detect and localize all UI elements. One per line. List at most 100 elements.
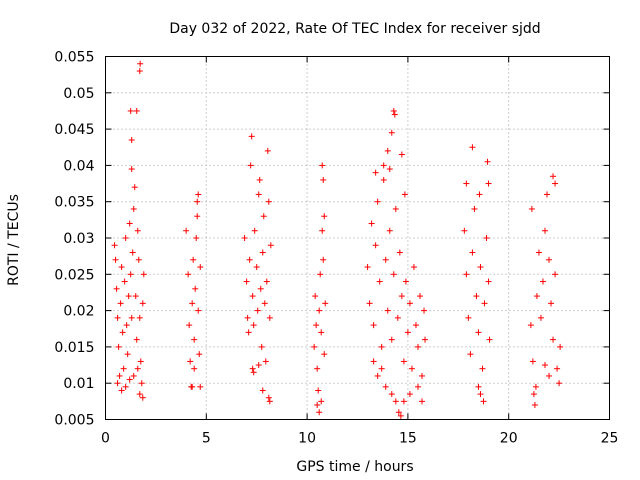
data-point: [475, 383, 482, 390]
x-tick-label: 20: [500, 431, 518, 447]
data-point: [320, 176, 327, 183]
x-tick-label: 0: [101, 431, 110, 447]
data-point: [195, 307, 202, 314]
data-point: [196, 351, 203, 358]
data-point: [374, 198, 381, 205]
data-point: [262, 358, 269, 365]
data-point: [548, 300, 555, 307]
y-tick-label: 0.045: [54, 122, 94, 138]
data-point: [414, 343, 421, 350]
data-point: [118, 264, 125, 271]
data-point: [249, 293, 256, 300]
data-point: [244, 314, 251, 321]
data-point: [263, 278, 270, 285]
data-point: [249, 365, 256, 372]
data-point: [134, 365, 141, 372]
data-point: [537, 314, 544, 321]
y-tick-label: 0.025: [54, 267, 94, 283]
data-point: [247, 162, 254, 169]
data-point: [261, 300, 268, 307]
data-point: [372, 242, 379, 249]
data-point: [384, 147, 391, 154]
data-point: [556, 380, 563, 387]
data-point: [392, 398, 399, 405]
data-point: [137, 358, 144, 365]
data-point: [183, 227, 190, 234]
data-point: [265, 198, 272, 205]
y-tick-label: 0.015: [54, 340, 94, 356]
data-point: [364, 264, 371, 271]
data-point: [128, 314, 135, 321]
data-point: [119, 329, 126, 336]
data-point: [539, 278, 546, 285]
data-point: [388, 129, 395, 136]
data-point: [136, 68, 143, 75]
data-point: [113, 285, 120, 292]
y-tick-label: 0.01: [63, 376, 94, 392]
data-point: [194, 213, 201, 220]
data-point: [552, 271, 559, 278]
data-point: [133, 107, 140, 114]
data-point: [314, 401, 321, 408]
data-point: [477, 391, 484, 398]
data-point: [484, 158, 491, 165]
data-point: [386, 166, 393, 173]
x-axis-label: GPS time / hours: [296, 459, 413, 475]
chart-title: Day 032 of 2022, Rate Of TEC Index for r…: [169, 21, 540, 37]
data-point: [477, 264, 484, 271]
data-point: [382, 256, 389, 263]
data-point: [129, 249, 136, 256]
data-point: [376, 278, 383, 285]
data-point: [552, 180, 559, 187]
data-point: [133, 336, 140, 343]
axis-ticks: [105, 56, 610, 420]
data-point: [401, 191, 408, 198]
data-point: [122, 235, 129, 241]
data-point: [400, 398, 407, 405]
data-point: [397, 412, 404, 419]
data-point: [114, 314, 121, 321]
x-tick-label: 10: [298, 431, 316, 447]
data-point: [378, 365, 385, 372]
data-point: [422, 336, 429, 343]
data-point: [412, 322, 419, 329]
data-point: [241, 235, 248, 241]
data-point: [485, 180, 492, 187]
data-point: [321, 213, 328, 220]
data-point: [189, 383, 196, 390]
data-point: [392, 205, 399, 212]
data-point: [557, 343, 564, 350]
data-point: [124, 351, 131, 358]
data-point: [533, 293, 540, 300]
data-point: [398, 293, 405, 300]
data-point: [134, 227, 141, 234]
data-point: [384, 307, 391, 314]
data-point: [414, 383, 421, 390]
data-point: [251, 227, 258, 234]
data-point: [123, 322, 130, 329]
data-point: [402, 278, 409, 285]
data-point: [476, 191, 483, 198]
data-point: [398, 151, 405, 158]
data-point: [312, 293, 319, 300]
data-point: [320, 256, 327, 263]
data-point: [528, 205, 535, 212]
data-point: [535, 249, 542, 256]
data-point: [266, 314, 273, 321]
data-point: [554, 365, 561, 372]
data-point: [246, 256, 253, 263]
data-point: [404, 329, 411, 336]
data-point: [391, 111, 398, 118]
data-point: [250, 369, 257, 376]
data-point: [469, 144, 476, 151]
data-point: [253, 264, 260, 271]
data-point: [315, 387, 322, 394]
grid-lines: [105, 56, 610, 420]
y-tick-label: 0.03: [63, 231, 94, 247]
data-point: [194, 198, 201, 205]
data-point: [255, 191, 262, 198]
data-point: [128, 136, 135, 143]
data-point: [380, 176, 387, 183]
data-point: [378, 343, 385, 350]
